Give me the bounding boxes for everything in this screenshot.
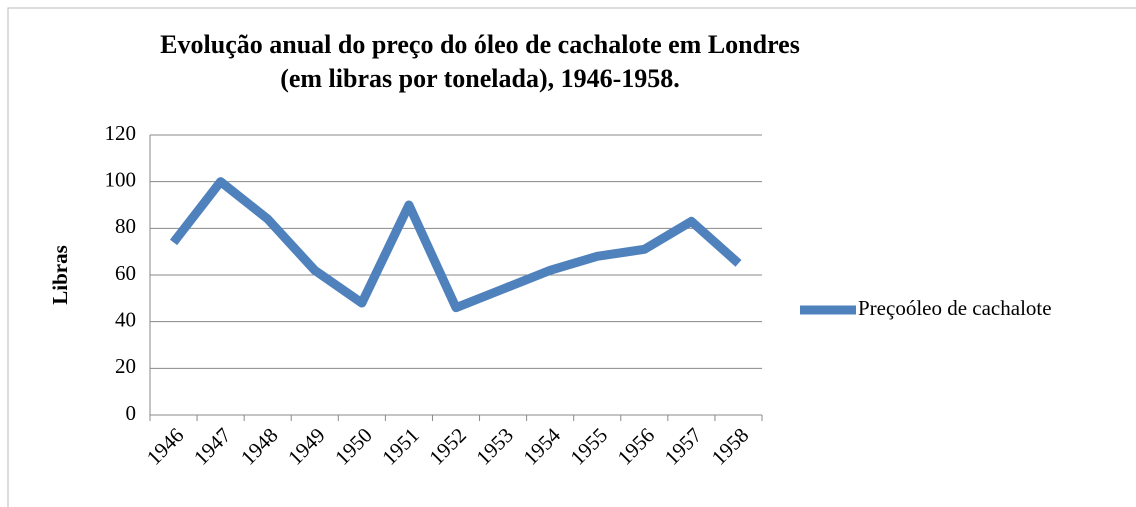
y-tick-label: 0 (126, 401, 137, 425)
y-tick-label: 40 (115, 307, 136, 331)
y-tick-label: 120 (105, 121, 137, 145)
chart-title: Evolução anual do preço do óleo de cacha… (160, 30, 800, 93)
y-tick-label: 80 (115, 214, 136, 238)
y-tick-label: 20 (115, 354, 136, 378)
x-tick-label: 1948 (236, 423, 283, 470)
y-tick-label: 60 (115, 261, 136, 285)
x-tick-label: 1958 (707, 423, 754, 470)
x-tick-label: 1956 (613, 423, 660, 470)
x-tick-label: 1953 (471, 423, 518, 470)
x-tick-label: 1951 (377, 423, 424, 470)
x-tick-label: 1946 (142, 423, 189, 470)
x-tick-label: 1952 (424, 423, 471, 470)
x-tick-label: 1947 (189, 423, 236, 470)
x-tick-label: 1950 (330, 423, 377, 470)
y-axis-label: Libras (48, 245, 72, 305)
x-tick-label: 1957 (660, 423, 707, 470)
x-tick-label: 1954 (518, 423, 565, 470)
x-tick-label: 1949 (283, 423, 330, 470)
legend-label: Preçoóleo de cachalote (858, 296, 1052, 320)
chart-frame (7, 7, 1136, 507)
x-tick-label: 1955 (566, 423, 613, 470)
y-tick-label: 100 (105, 167, 137, 191)
data-line (169, 177, 742, 313)
